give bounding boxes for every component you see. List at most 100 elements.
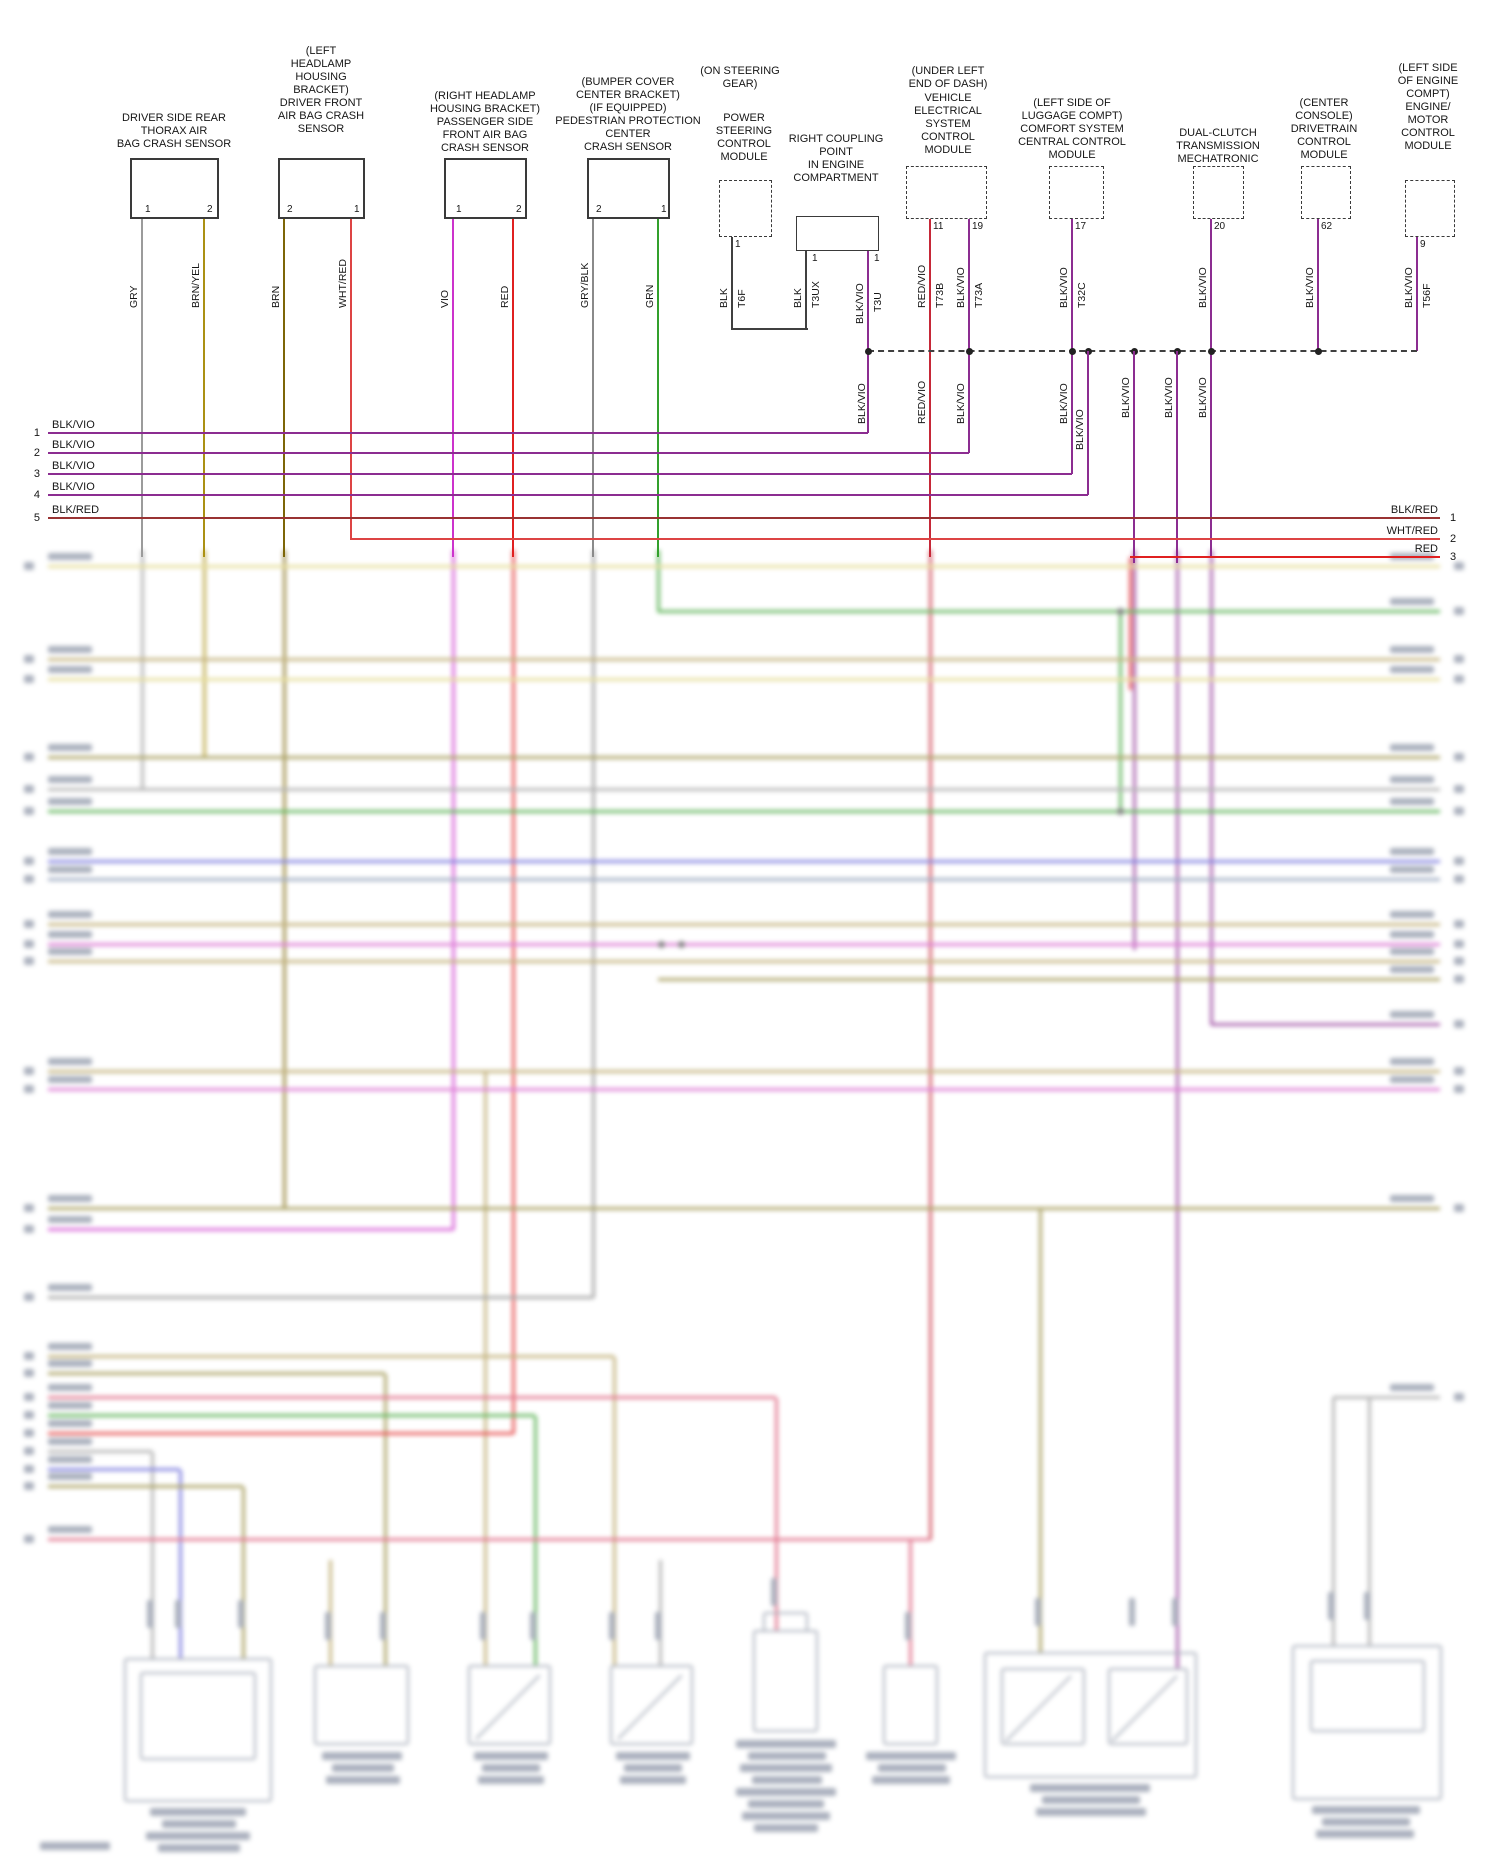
bus-wire-label: RED xyxy=(1414,543,1438,555)
pin-number: 19 xyxy=(972,221,984,232)
blurred-row-number xyxy=(1454,562,1464,570)
bus-wire-label: BLK/VIO xyxy=(52,481,95,493)
blurred-label xyxy=(1390,776,1434,783)
blurred-row-number xyxy=(24,655,34,663)
wire-color-label: VIO xyxy=(439,289,451,308)
blurred-wire xyxy=(1333,1396,1440,1399)
component-box-engine-motor-module xyxy=(1405,180,1455,237)
blurred-component-box xyxy=(1108,1668,1188,1745)
bus-wire-number: 3 xyxy=(33,468,40,480)
wire-segment xyxy=(1416,237,1418,351)
junction-dot xyxy=(966,348,973,355)
blurred-wire xyxy=(48,1088,1440,1091)
wire-color-label: BLK/VIO xyxy=(1403,267,1415,308)
blurred-wire xyxy=(48,1450,152,1453)
junction-dot xyxy=(1315,348,1322,355)
blurred-row-number xyxy=(24,562,34,570)
component-location-drivetrain-module: (CENTER CONSOLE) xyxy=(1295,97,1353,122)
blurred-row-number xyxy=(24,1369,34,1377)
wire-color-label: RED/VIO xyxy=(916,264,928,308)
blurred-label xyxy=(48,848,92,855)
blurred-wire xyxy=(48,1538,930,1541)
wire-color-label: BLK/VIO xyxy=(1304,267,1316,308)
blurred-label xyxy=(48,948,92,955)
bus-wire-label: BLK/RED xyxy=(1390,504,1438,516)
blurred-caption xyxy=(478,1776,544,1784)
blurred-caption xyxy=(1030,1784,1150,1792)
pin-number: 11 xyxy=(933,221,944,232)
blurred-caption xyxy=(624,1764,682,1772)
wire-color-label: BLK/VIO xyxy=(955,267,967,308)
blurred-label xyxy=(1390,1384,1434,1391)
blurred-label xyxy=(48,1195,92,1202)
blurred-row-number xyxy=(1454,1020,1464,1028)
blurred-wire xyxy=(48,1228,453,1231)
bus-wire-left-5 xyxy=(48,517,1440,519)
blurred-label xyxy=(1390,931,1434,938)
blurred-connector-label xyxy=(380,1612,386,1640)
blurred-component-box xyxy=(1310,1660,1425,1732)
blurred-label xyxy=(48,1420,92,1427)
wire-color-label: BLK/VIO xyxy=(1058,267,1070,308)
blurred-row-number xyxy=(24,857,34,865)
blurred-caption xyxy=(1316,1830,1414,1838)
blurred-wire xyxy=(384,1374,387,1665)
component-name-engine-motor-module: ENGINE/ MOTOR CONTROL MODULE xyxy=(1401,101,1455,152)
pin-number: 1 xyxy=(735,239,741,250)
component-box-pedestrian-protection-sensor xyxy=(587,158,670,219)
blurred-connector-label xyxy=(1172,1598,1178,1626)
terminal-label: T32C xyxy=(1076,282,1088,308)
pin-number: 1 xyxy=(874,253,880,264)
blurred-row-number xyxy=(1454,655,1464,663)
blurred-connector-label xyxy=(905,1612,911,1640)
blurred-row-number xyxy=(1454,1204,1464,1212)
blurred-label xyxy=(1390,966,1434,973)
wire-color-label: BLK/VIO xyxy=(856,383,868,424)
blurred-wire xyxy=(48,1485,243,1488)
blurred-wire xyxy=(1210,550,1213,1025)
wire-segment xyxy=(929,219,931,557)
blurred-wire xyxy=(1119,612,1122,812)
wire-segment xyxy=(657,219,659,557)
pin-number: 17 xyxy=(1075,221,1087,232)
component-name-driver-rear-thorax-sensor: DRIVER SIDE REAR THORAX AIR BAG CRASH SE… xyxy=(116,112,232,150)
blurred-connector-label xyxy=(609,1612,615,1640)
blurred-caption xyxy=(1036,1808,1146,1816)
blurred-caption xyxy=(754,1824,818,1832)
component-location-engine-motor-module: (LEFT SIDE OF ENGINE COMPT) xyxy=(1397,62,1459,100)
blurred-label xyxy=(48,1076,92,1083)
bus-wire-label: BLK/VIO xyxy=(52,439,95,451)
blurred-wire xyxy=(48,1468,180,1471)
blurred-connector-label xyxy=(325,1612,331,1640)
blurred-row-number xyxy=(24,1411,34,1419)
blurred-row-number xyxy=(24,1429,34,1437)
terminal-label: T3U xyxy=(872,292,884,312)
component-name-drivetrain-module: DRIVETRAIN CONTROL MODULE xyxy=(1290,123,1358,161)
blurred-row-number xyxy=(24,920,34,928)
blurred-label xyxy=(48,1526,92,1533)
pin-number: 2 xyxy=(287,204,293,215)
blurred-row-number xyxy=(24,940,34,948)
blurred-wire xyxy=(1039,1209,1042,1652)
blurred-caption xyxy=(620,1776,686,1784)
blurred-caption xyxy=(1042,1796,1140,1804)
blurred-wire xyxy=(48,1355,614,1358)
blurred-label xyxy=(48,798,92,805)
blurred-row-number xyxy=(24,1085,34,1093)
wire-segment xyxy=(283,219,285,557)
blurred-row-number xyxy=(24,1293,34,1301)
bus-wire-label: BLK/RED xyxy=(52,504,100,516)
blurred-wire xyxy=(48,1396,776,1399)
blurred-component-box xyxy=(314,1665,409,1745)
pin-number: 1 xyxy=(145,204,151,215)
blurred-wire xyxy=(179,1470,182,1658)
blurred-junction-dot xyxy=(678,941,685,948)
blurred-row-number xyxy=(24,1482,34,1490)
wire-segment xyxy=(512,219,514,557)
blurred-component-box xyxy=(140,1672,256,1760)
blurred-wire xyxy=(484,1072,487,1665)
blurred-wire xyxy=(48,878,1440,881)
blurred-row-number xyxy=(1454,675,1464,683)
blurred-label xyxy=(1390,1058,1434,1065)
